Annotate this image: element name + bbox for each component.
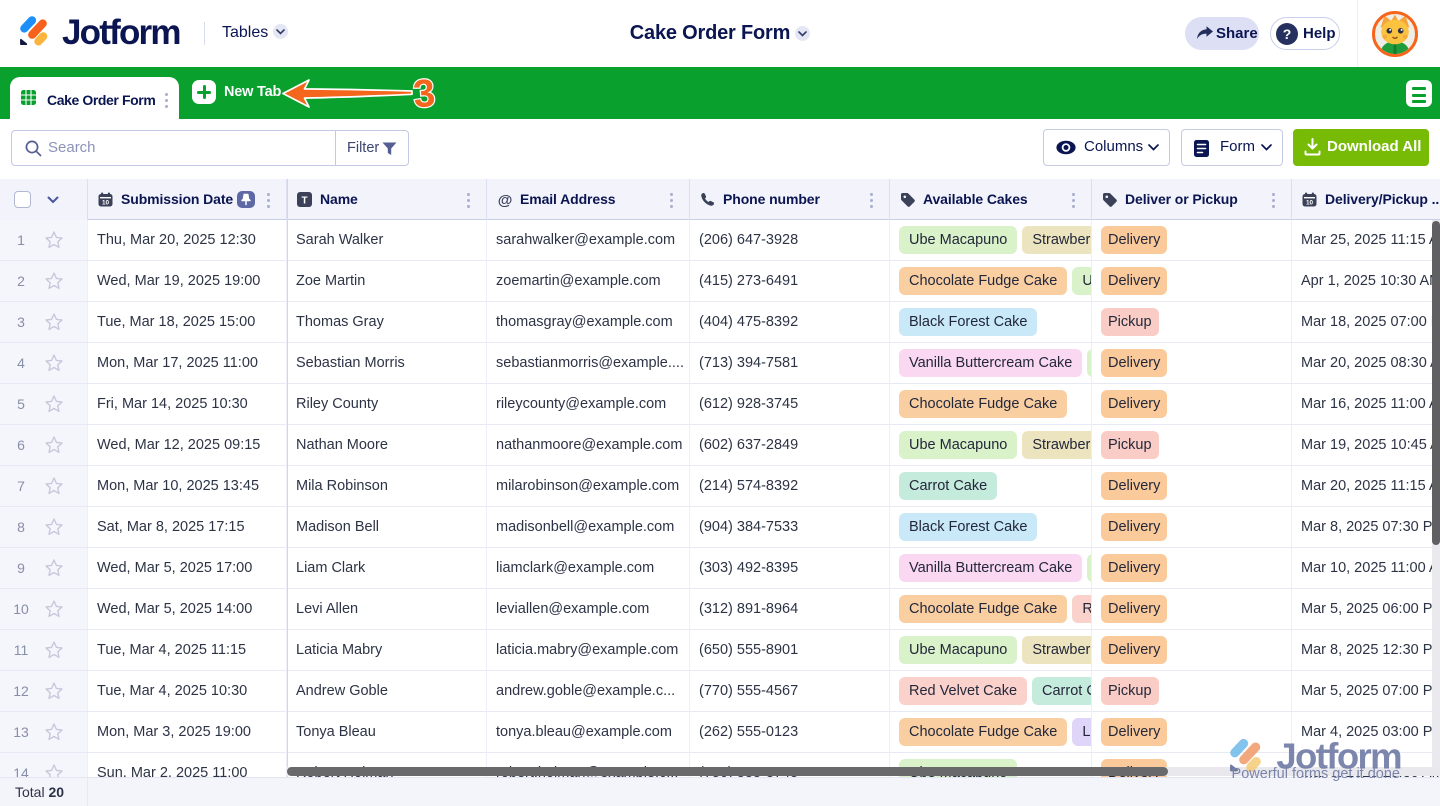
svg-text:Jotform: Jotform [1276,736,1401,777]
svg-text:10: 10 [102,200,109,207]
svg-text:10: 10 [1306,200,1313,207]
svg-text:@: @ [498,192,513,208]
svg-text:3: 3 [412,72,437,117]
svg-text:Powerful forms get it done: Powerful forms get it done [1232,766,1400,782]
svg-text:T: T [301,195,307,206]
